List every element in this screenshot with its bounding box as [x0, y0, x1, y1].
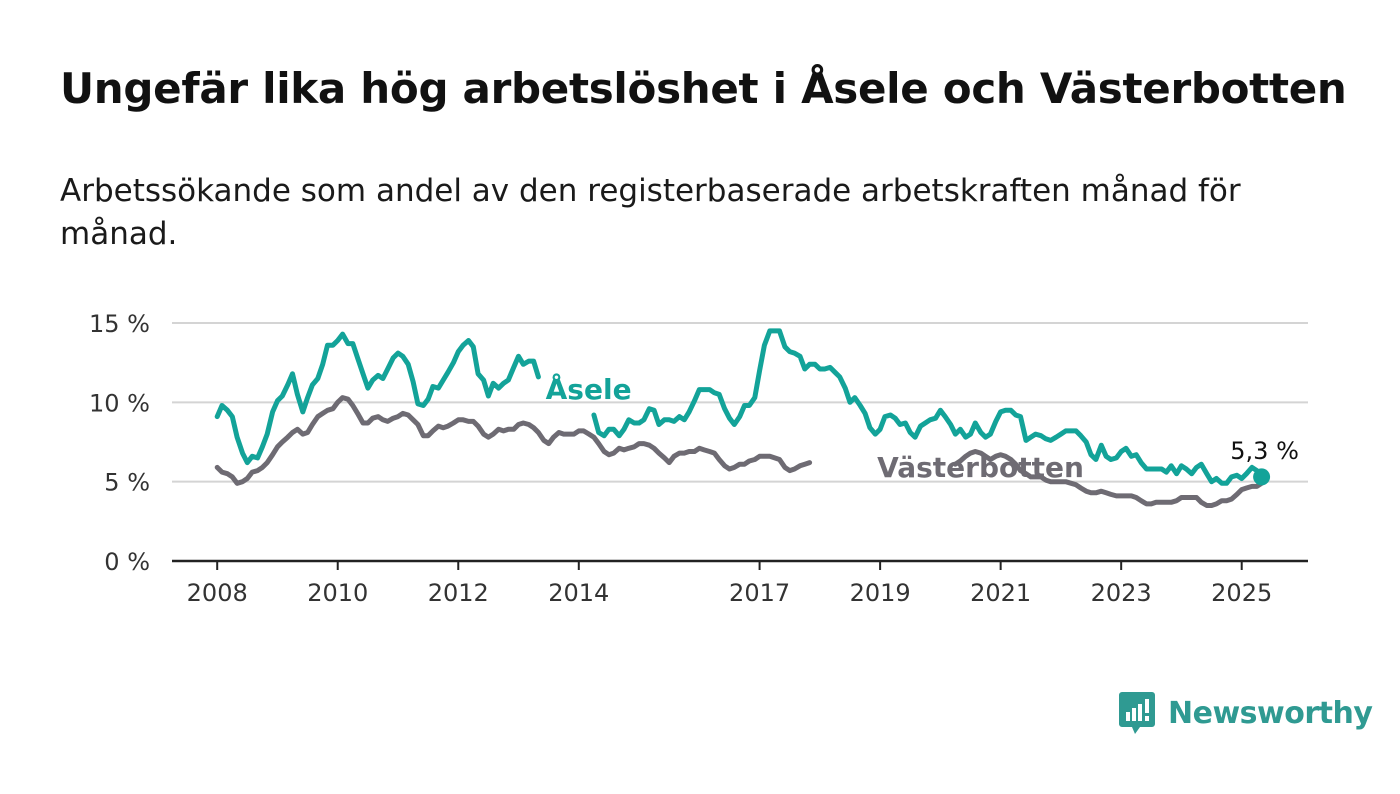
x-tick-label: 2010	[307, 579, 368, 607]
series-line-vasterbotten	[214, 395, 813, 486]
chart-subtitle: Arbetssökande som andel av den registerb…	[60, 173, 1241, 252]
end-point-label: 5,3 %	[1230, 437, 1299, 465]
y-axis-ticks: 0 % 5 % 10 % 15 %	[89, 310, 150, 576]
end-point-annotation: 5,3 %	[1230, 437, 1299, 486]
line-chart: 0 %5 %10 %15 % 2008 2010 2012 2014 2017 2019 2…	[89, 310, 1308, 607]
series-line-asele	[591, 328, 1265, 486]
x-tick-label: 2021	[970, 579, 1031, 607]
x-tick-label: 2019	[850, 579, 911, 607]
series-line-asele	[214, 331, 541, 466]
x-tick-label: 2025	[1211, 579, 1272, 607]
series-labels: Åsele Västerbotten	[546, 372, 1084, 484]
x-tick-label: 2014	[548, 579, 609, 607]
y-tick-label: 10 %	[89, 389, 150, 417]
series-line-vasterbotten	[952, 449, 1265, 508]
newsworthy-logo-icon	[1119, 692, 1155, 734]
x-tick-label: 2008	[187, 579, 248, 607]
end-point-marker	[1253, 468, 1271, 486]
newsworthy-logo: Newsworthy	[1118, 690, 1373, 736]
x-tick-label: 2023	[1091, 579, 1152, 607]
x-axis: 2008 2010 2012 2014 2017 2019 2021 2023 2025	[172, 559, 1308, 607]
chart-title: Ungefär lika hög arbetslöshet i Åsele oc…	[60, 64, 1347, 113]
gridlines	[172, 322, 1308, 483]
brand-name: Newsworthy	[1168, 695, 1373, 731]
y-tick-label: 5 %	[104, 469, 150, 497]
series-label-vasterbotten: Västerbotten	[877, 451, 1084, 484]
series-label-asele: Åsele	[546, 372, 632, 406]
y-tick-label: 15 %	[89, 310, 150, 338]
series-lines	[214, 328, 1265, 508]
x-tick-label: 2012	[428, 579, 489, 607]
y-tick-label: 0 %	[104, 548, 150, 576]
x-tick-label: 2017	[729, 579, 790, 607]
